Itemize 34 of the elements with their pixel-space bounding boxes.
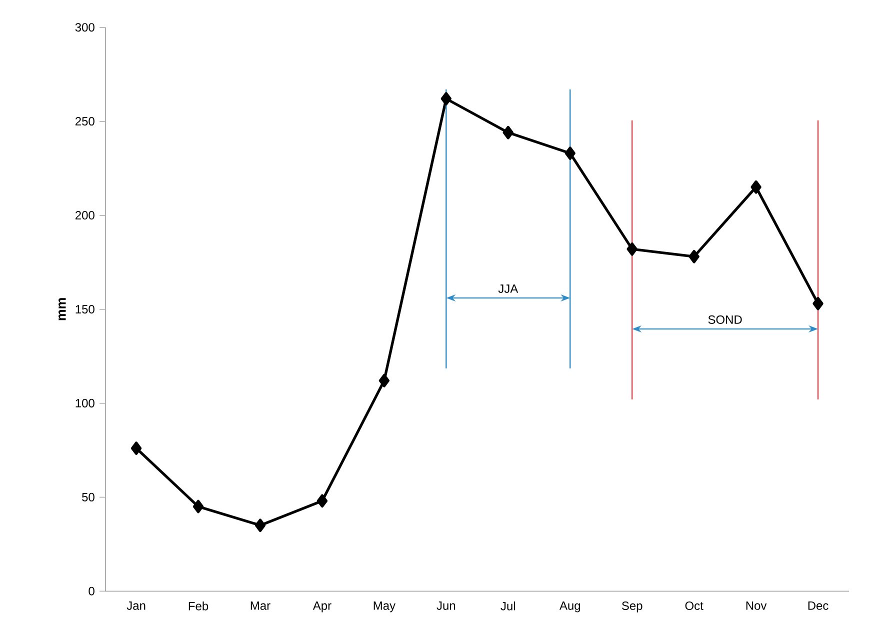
y-tick-label: 100 [76, 398, 94, 408]
y-tick-label: 150 [76, 304, 94, 314]
x-tick-label: Mar [250, 601, 270, 610]
point [688, 250, 700, 264]
x-tick-label: Jul [500, 601, 516, 610]
y-tick-label: 300 [75, 23, 94, 32]
point [440, 92, 452, 106]
x-tick-label: Apr [312, 601, 332, 612]
x-tick-label: Feb [188, 601, 208, 610]
point [316, 494, 328, 508]
x-tick-label: Aug [559, 601, 580, 612]
point [192, 500, 204, 514]
point [812, 296, 824, 310]
point [130, 442, 142, 455]
point [378, 374, 390, 388]
y-axis-title: mm [58, 298, 66, 320]
x-tick-label: Jun [436, 601, 456, 610]
annotation: JJA [498, 284, 518, 293]
x-tick-label: Oct [685, 601, 704, 610]
y-tick-label: 50 [82, 492, 94, 502]
x-tick-label: Sep [622, 601, 642, 612]
y-tick-label: 250 [75, 116, 94, 126]
annotation: SOND [708, 315, 742, 324]
point [750, 180, 762, 194]
point [502, 126, 514, 140]
x-tick-label: Nov [746, 601, 767, 610]
x-tick-label: Dec [808, 601, 828, 610]
y-tick-label: 0 [88, 586, 94, 596]
point [564, 146, 576, 160]
x-tick-label: May [374, 601, 396, 612]
x-tick-label: Jan [126, 601, 146, 610]
point [254, 518, 266, 532]
y-tick-label: 200 [75, 210, 94, 220]
point [626, 242, 638, 256]
